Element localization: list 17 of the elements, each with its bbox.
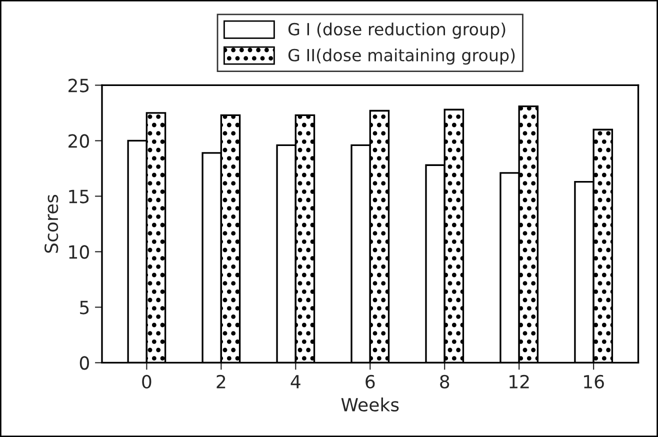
y-tick-label: 15 [69, 190, 89, 204]
legend-label: G II(dose maitaining group) [288, 48, 515, 65]
x-tick-label: 0 [142, 374, 152, 388]
y-tick-label: 5 [80, 300, 89, 314]
x-tick-label: 8 [440, 374, 450, 388]
x-tick-label: 16 [584, 374, 604, 388]
y-tick-label: 20 [68, 134, 89, 148]
x-tick-label: 2 [216, 374, 226, 388]
legend-label: G I (dose reduction group) [288, 22, 506, 39]
y-axis-title: Scores [44, 194, 58, 253]
x-axis-title: Weeks [341, 398, 399, 412]
y-tick-label: 25 [68, 78, 89, 92]
y-tick-label: 0 [80, 356, 89, 370]
x-tick-label: 6 [366, 374, 375, 388]
x-tick-label: 12 [510, 374, 529, 388]
y-tick-label: 10 [69, 245, 89, 259]
x-tick-label: 4 [290, 375, 300, 388]
